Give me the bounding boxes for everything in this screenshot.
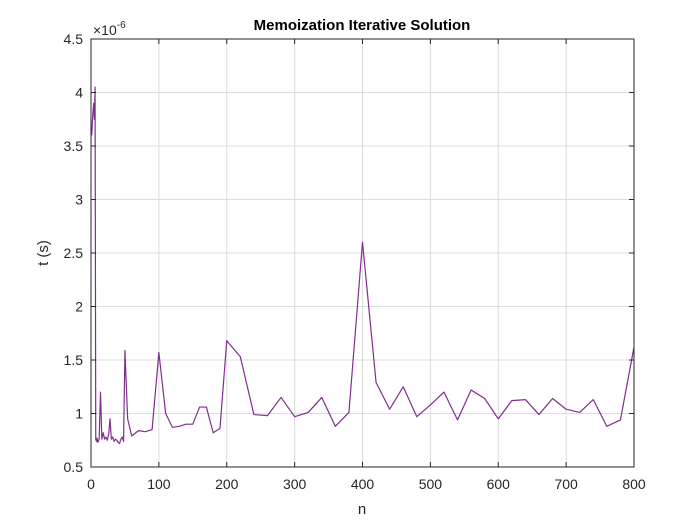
- ticks: 0 100 200 300 400 500 600 700 800 0.5 1 1.5 2 2.5 3 3.5…: [64, 31, 646, 492]
- x-tick-label: 0: [87, 476, 95, 492]
- x-tick-label: 200: [215, 476, 239, 492]
- y-axis-label: t (s): [35, 240, 52, 266]
- y-tick-label: 1.5: [64, 352, 84, 368]
- y-tick-label: 3: [75, 192, 83, 208]
- y-exponent-power: -6: [117, 20, 126, 31]
- y-tick-label: 0.5: [64, 459, 84, 475]
- y-tick-label: 3.5: [64, 138, 84, 154]
- x-tick-label: 100: [147, 476, 171, 492]
- x-tick-label: 800: [622, 476, 646, 492]
- x-tick-label: 300: [283, 476, 307, 492]
- x-tick-label: 500: [419, 476, 443, 492]
- y-tick-label: 2: [75, 299, 83, 315]
- x-tick-label: 700: [554, 476, 578, 492]
- y-tick-label: 4.5: [64, 31, 84, 47]
- y-tick-label: 1: [75, 406, 83, 422]
- y-tick-label: 2.5: [64, 245, 84, 261]
- chart-title: Memoization Iterative Solution: [254, 17, 471, 34]
- series-layer: [91, 86, 635, 445]
- y-tick-label: 4: [75, 85, 83, 101]
- x-tick-label: 600: [487, 476, 511, 492]
- series-line: [91, 86, 635, 445]
- x-axis-label: n: [358, 501, 366, 518]
- y-exponent-base: ×10: [93, 22, 117, 38]
- x-tick-label: 400: [351, 476, 375, 492]
- y-exponent-label: ×10-6: [93, 20, 126, 38]
